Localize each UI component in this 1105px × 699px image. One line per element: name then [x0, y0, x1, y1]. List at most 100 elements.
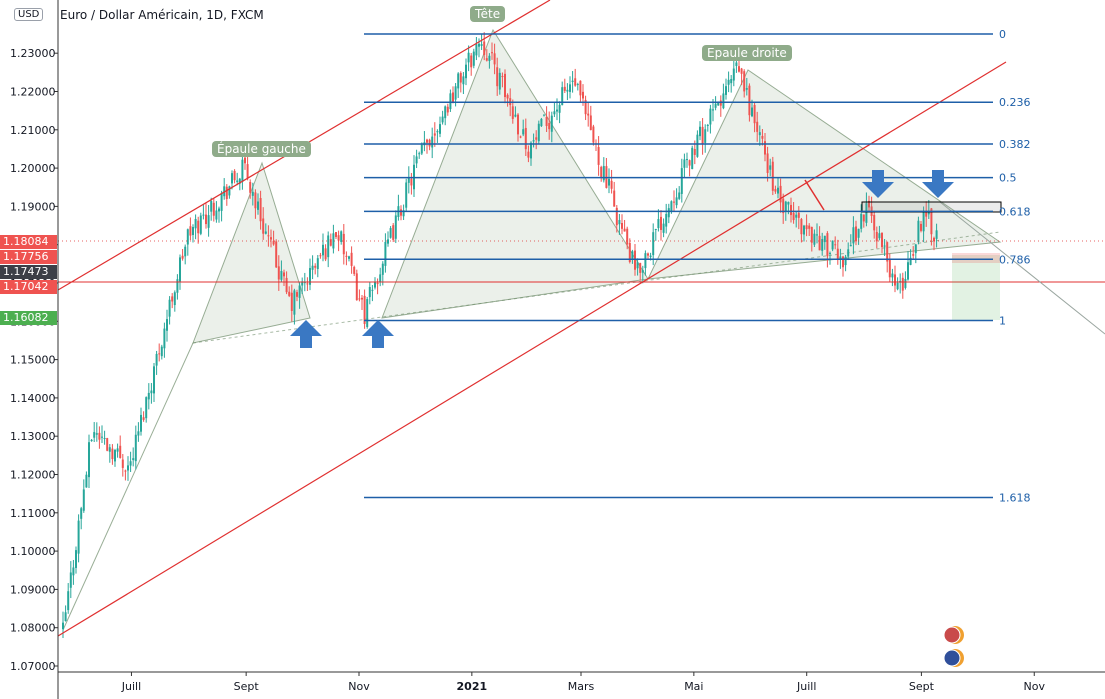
candle-body [311, 265, 314, 270]
candle-body [652, 232, 655, 256]
candle-body [90, 439, 93, 442]
candle-body [626, 228, 629, 245]
candle-body [124, 470, 127, 472]
candle-body [914, 244, 917, 254]
candle-body [582, 91, 584, 99]
candle-body [803, 225, 805, 235]
candle-body [756, 121, 759, 132]
candle-body [579, 80, 582, 96]
candle-body [142, 417, 145, 420]
candle-body [540, 118, 543, 127]
candle-body [420, 144, 423, 154]
y-tick-label: 1.13000 [10, 430, 56, 443]
candle-body [792, 212, 795, 221]
candle-body [319, 255, 322, 257]
candle-body [732, 68, 735, 81]
fib-level-label: 0.382 [999, 138, 1031, 151]
candle-body [519, 136, 522, 138]
candle-body [290, 292, 293, 311]
candle-body [574, 78, 577, 86]
candle-body [137, 431, 140, 436]
candle-body [834, 244, 837, 246]
lower-channel-line [57, 61, 1007, 637]
candle-body [488, 55, 491, 61]
head-label: Tête [470, 6, 506, 22]
fib-level-label: 1.618 [999, 491, 1031, 504]
x-tick-label: Nov [348, 680, 370, 693]
candle-body [678, 192, 681, 199]
candle-body [784, 201, 787, 212]
candle-body [210, 200, 213, 212]
candle-body [639, 262, 642, 273]
candle-body [194, 218, 197, 229]
candle-body [816, 234, 818, 236]
candle-body [795, 214, 798, 218]
candle-body [501, 76, 504, 78]
candle-body [150, 390, 153, 394]
currency-badge[interactable]: USD [14, 8, 44, 21]
candle-body [337, 235, 340, 241]
chart-title: Euro / Dollar Américain, 1D, FXCM [60, 8, 264, 22]
candle-body [470, 55, 473, 68]
candle-body [527, 151, 530, 158]
candle-body [446, 106, 449, 113]
candle-body [787, 201, 790, 205]
candle-body [171, 296, 174, 302]
candle-body [160, 346, 163, 357]
down-arrow-icon [922, 170, 954, 198]
candle-body [400, 209, 402, 216]
candle-body [571, 80, 574, 82]
candle-body [532, 140, 535, 142]
candle-body [699, 126, 701, 137]
candle-body [912, 254, 915, 256]
candle-body [722, 93, 725, 109]
candle-body [457, 73, 460, 89]
candle-body [350, 252, 353, 266]
candle-body [860, 213, 863, 229]
candle-body [553, 111, 556, 115]
x-tick-label: Sept [234, 680, 260, 693]
candle-body [363, 295, 366, 324]
candle-body [257, 201, 259, 210]
candle-body [738, 66, 740, 72]
candle-body [704, 129, 707, 143]
candle-body [556, 109, 558, 112]
candle-body [353, 266, 356, 274]
x-tick-label: Nov [1024, 680, 1046, 693]
candle-body [267, 235, 270, 237]
candle-body [85, 474, 88, 488]
candle-body [849, 245, 852, 247]
candle-body [181, 255, 184, 259]
candle-body [218, 208, 220, 212]
candle-body [805, 225, 808, 230]
candle-body [524, 127, 527, 150]
candle-body [826, 233, 829, 257]
candle-body [64, 612, 67, 621]
candle-body [862, 214, 865, 222]
candle-body [309, 268, 311, 285]
candle-body [545, 116, 548, 127]
candle-body [277, 266, 280, 280]
candle-body [730, 78, 733, 84]
left-shoulder-shape [192, 161, 311, 344]
candle-body [548, 122, 551, 130]
candle-body [496, 67, 499, 87]
candle-body [823, 235, 826, 243]
target-zone [952, 255, 1000, 320]
candle-body [740, 68, 743, 74]
candle-body [592, 126, 595, 143]
candle-body [251, 191, 254, 196]
candle-body [381, 263, 384, 275]
candle-body [264, 231, 267, 234]
candle-body [358, 298, 361, 300]
candle-body [452, 92, 454, 103]
candle-body [433, 133, 436, 136]
candle-body [212, 202, 215, 216]
candle-body [727, 79, 730, 85]
candle-body [345, 255, 348, 257]
candle-body [673, 201, 675, 203]
candle-body [467, 52, 470, 63]
candle-body [925, 211, 928, 217]
candle-body [901, 277, 904, 291]
